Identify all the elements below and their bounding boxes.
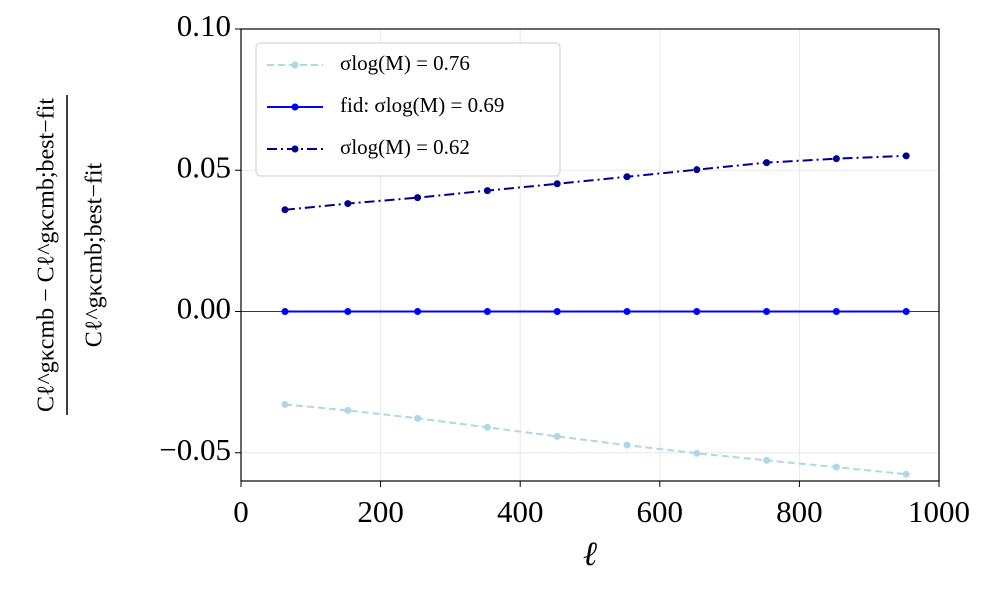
point: [832, 463, 840, 471]
legend: σlog(M) = 0.76 fid: σlog(M) = 0.69 σlog(M)…: [255, 42, 561, 177]
point: [344, 200, 352, 208]
point: [414, 414, 422, 422]
point: [832, 308, 840, 315]
x-tick-label: 600: [637, 494, 684, 529]
point: [623, 308, 631, 315]
x-tick-label: 800: [776, 494, 823, 529]
series-line: [284, 154, 907, 211]
point: [902, 152, 910, 160]
x-axis-label: ℓ: [583, 536, 597, 573]
point: [832, 155, 840, 163]
point: [344, 308, 352, 315]
point: [693, 449, 701, 457]
x-tick-label: 400: [497, 494, 544, 529]
point: [553, 432, 561, 440]
point: [902, 470, 910, 478]
point: [763, 456, 771, 464]
point: [693, 308, 701, 315]
point: [483, 187, 491, 195]
point: [344, 406, 352, 414]
y-tick-label: −0.05: [159, 432, 231, 467]
point: [483, 423, 491, 431]
point: [902, 308, 910, 315]
y-axis-label-denominator: Cℓ^gκcmb;best−fit: [82, 162, 108, 347]
x-tick-label: 0: [233, 494, 249, 529]
point: [763, 308, 771, 315]
y-axis-label-numerator: Cℓ^gκcmb − Cℓ^gκcmb;best−fit: [34, 98, 60, 412]
point: [281, 308, 289, 315]
legend-marker: [291, 61, 299, 69]
point: [483, 308, 491, 315]
y-tick-label: 0.05: [177, 149, 231, 184]
point: [763, 159, 771, 167]
point: [623, 441, 631, 449]
point: [623, 173, 631, 181]
legend-label: σlog(M) = 0.76: [340, 51, 470, 75]
point: [414, 308, 422, 315]
y-tick-label: 0.10: [177, 8, 231, 43]
point: [553, 180, 561, 188]
x-tick-label: 1000: [908, 494, 970, 529]
y-tick-label: 0.00: [177, 291, 231, 326]
legend-label: σlog(M) = 0.62: [340, 135, 470, 159]
point: [414, 194, 422, 202]
x-tick-label: 200: [357, 494, 404, 529]
point: [281, 206, 289, 214]
plot-frame: [240, 28, 940, 482]
series-line: [284, 403, 907, 476]
point: [693, 166, 701, 174]
point: [281, 400, 289, 408]
legend-marker: [291, 145, 299, 153]
legend-label: fid: σlog(M) = 0.69: [340, 93, 504, 117]
legend-marker: [291, 103, 299, 111]
point: [553, 308, 561, 315]
legend-box: [255, 42, 561, 177]
